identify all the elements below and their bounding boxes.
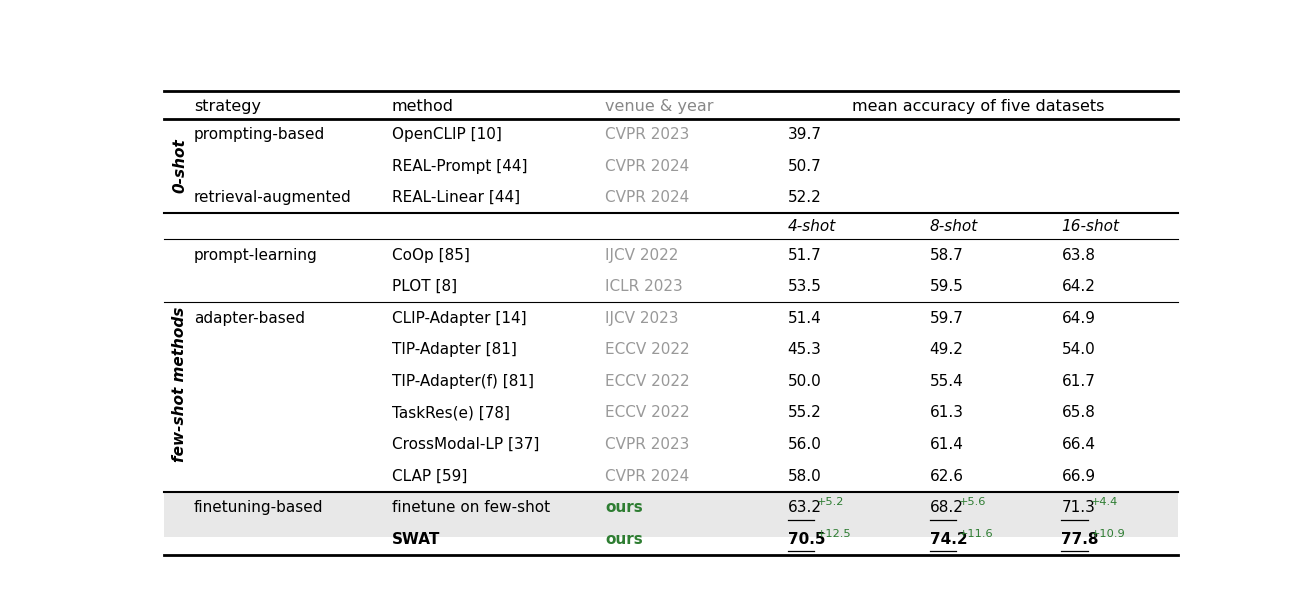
Text: 51.7: 51.7 [788, 248, 821, 263]
Bar [164, 492, 1178, 555]
Text: CoOp [85]: CoOp [85] [391, 248, 470, 263]
Text: OpenCLIP [10]: OpenCLIP [10] [391, 127, 501, 142]
Text: 62.6: 62.6 [929, 469, 963, 484]
Text: 58.7: 58.7 [929, 248, 963, 263]
Text: ICLR 2023: ICLR 2023 [605, 279, 683, 294]
Text: 65.8: 65.8 [1062, 405, 1096, 420]
Text: strategy: strategy [194, 99, 260, 114]
Text: CVPR 2023: CVPR 2023 [605, 127, 690, 142]
Text: CVPR 2023: CVPR 2023 [605, 437, 690, 452]
Text: 56.0: 56.0 [788, 437, 822, 452]
Text: few-shot methods: few-shot methods [173, 306, 187, 462]
Text: CrossModal-LP [37]: CrossModal-LP [37] [391, 437, 539, 452]
Text: +11.6: +11.6 [959, 529, 994, 538]
Text: CVPR 2024: CVPR 2024 [605, 190, 689, 205]
Text: 77.8: 77.8 [1062, 532, 1100, 547]
Text: ECCV 2022: ECCV 2022 [605, 343, 690, 358]
Text: 64.9: 64.9 [1062, 311, 1096, 326]
Text: REAL-Linear [44]: REAL-Linear [44] [391, 190, 520, 205]
Text: 52.2: 52.2 [788, 190, 821, 205]
Text: 54.0: 54.0 [1062, 343, 1096, 358]
Text: 59.5: 59.5 [929, 279, 963, 294]
Text: 8-shot: 8-shot [929, 219, 978, 234]
Text: +12.5: +12.5 [817, 529, 852, 538]
Text: 50.7: 50.7 [788, 159, 821, 174]
Text: 66.4: 66.4 [1062, 437, 1096, 452]
Text: 51.4: 51.4 [788, 311, 821, 326]
Text: CLIP-Adapter [14]: CLIP-Adapter [14] [391, 311, 526, 326]
Text: 45.3: 45.3 [788, 343, 822, 358]
Text: TIP-Adapter(f) [81]: TIP-Adapter(f) [81] [391, 374, 534, 389]
Text: 66.9: 66.9 [1062, 469, 1096, 484]
Text: 63.8: 63.8 [1062, 248, 1096, 263]
Text: prompting-based: prompting-based [194, 127, 326, 142]
Text: 61.4: 61.4 [929, 437, 963, 452]
Text: IJCV 2022: IJCV 2022 [605, 248, 678, 263]
Text: PLOT [8]: PLOT [8] [391, 279, 457, 294]
Text: IJCV 2023: IJCV 2023 [605, 311, 678, 326]
Text: +5.6: +5.6 [959, 497, 987, 507]
Text: +5.2: +5.2 [817, 497, 844, 507]
Text: 4-shot: 4-shot [788, 219, 835, 234]
Text: 61.3: 61.3 [929, 405, 963, 420]
Text: CVPR 2024: CVPR 2024 [605, 469, 689, 484]
Text: 39.7: 39.7 [788, 127, 822, 142]
Text: 70.5: 70.5 [788, 532, 825, 547]
Text: 61.7: 61.7 [1062, 374, 1096, 389]
Text: REAL-Prompt [44]: REAL-Prompt [44] [391, 159, 528, 174]
Text: ECCV 2022: ECCV 2022 [605, 374, 690, 389]
Text: SWAT: SWAT [391, 532, 440, 547]
Text: retrieval-augmented: retrieval-augmented [194, 190, 352, 205]
Text: 68.2: 68.2 [929, 500, 963, 515]
Text: 49.2: 49.2 [929, 343, 963, 358]
Text: +10.9: +10.9 [1090, 529, 1126, 538]
Text: 64.2: 64.2 [1062, 279, 1096, 294]
Text: CLAP [59]: CLAP [59] [391, 469, 467, 484]
Text: TaskRes(e) [78]: TaskRes(e) [78] [391, 405, 511, 420]
Text: 63.2: 63.2 [788, 500, 822, 515]
Text: 71.3: 71.3 [1062, 500, 1096, 515]
Text: TIP-Adapter [81]: TIP-Adapter [81] [391, 343, 517, 358]
Text: venue & year: venue & year [605, 99, 713, 114]
Text: ECCV 2022: ECCV 2022 [605, 405, 690, 420]
Text: mean accuracy of five datasets: mean accuracy of five datasets [852, 99, 1103, 114]
Text: 55.2: 55.2 [788, 405, 821, 420]
Text: ours: ours [605, 500, 643, 515]
Text: 59.7: 59.7 [929, 311, 963, 326]
Text: 53.5: 53.5 [788, 279, 822, 294]
Text: CVPR 2024: CVPR 2024 [605, 159, 689, 174]
Text: 58.0: 58.0 [788, 469, 821, 484]
Text: 0-shot: 0-shot [173, 139, 187, 194]
Text: +4.4: +4.4 [1090, 497, 1118, 507]
Text: 16-shot: 16-shot [1062, 219, 1119, 234]
Text: method: method [391, 99, 454, 114]
Text: prompt-learning: prompt-learning [194, 248, 318, 263]
Text: ours: ours [605, 532, 643, 547]
Text: 50.0: 50.0 [788, 374, 821, 389]
Text: 74.2: 74.2 [929, 532, 967, 547]
Text: finetune on few-shot: finetune on few-shot [391, 500, 550, 515]
Text: finetuning-based: finetuning-based [194, 500, 323, 515]
Text: 55.4: 55.4 [929, 374, 963, 389]
Text: adapter-based: adapter-based [194, 311, 305, 326]
